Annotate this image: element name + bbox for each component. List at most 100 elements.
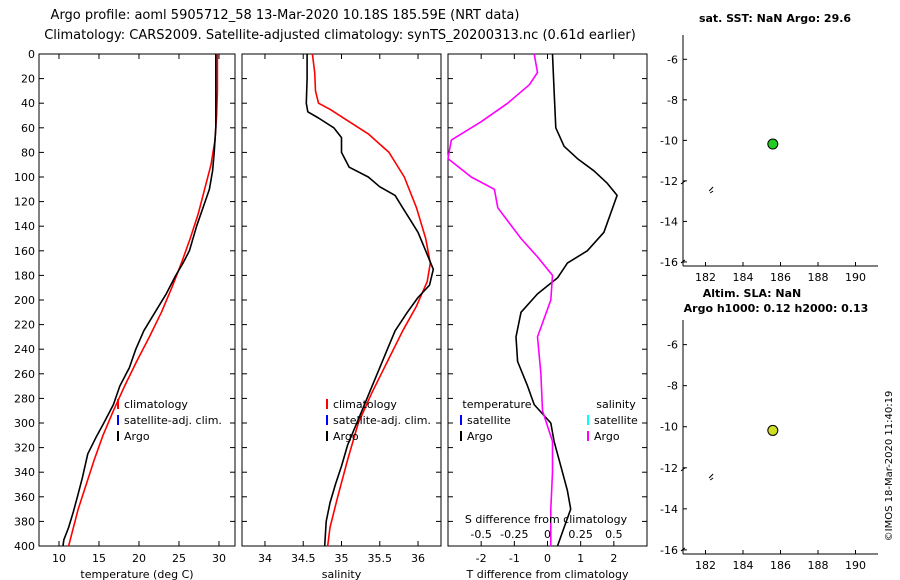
figure-title-line-1: Argo profile: aoml 5905712_58 13-Mar-202…: [51, 8, 520, 23]
map-y-tick-label: -8: [667, 94, 678, 107]
map-y-tick-label: -10: [660, 421, 678, 434]
series-line-argo: [305, 54, 435, 547]
x-axis-label: salinity: [322, 568, 362, 580]
depth-tick-label: 60: [21, 122, 35, 135]
panel-frame: [38, 53, 236, 547]
depth-tick-label: 340: [14, 466, 35, 479]
legend-satellite-label: satellite-adj. clim.: [124, 414, 222, 427]
map-x-tick-label: 182: [695, 271, 716, 284]
legend-climatology-label: climatology: [333, 398, 397, 411]
x-tick-label: 34.5: [291, 552, 316, 565]
x-tick-label: 30: [212, 552, 226, 565]
depth-tick-label: 200: [14, 294, 35, 307]
x-tick-label: 35.5: [368, 552, 393, 565]
depth-tick-label: 300: [14, 417, 35, 430]
map-y-tick-label: -8: [667, 380, 678, 393]
x-tick-label: 2: [610, 552, 617, 565]
secondary-x-tick-label: 0: [544, 528, 551, 541]
map-y-tick-label: -6: [667, 339, 678, 352]
secondary-x-tick-label: 0.5: [605, 528, 623, 541]
secondary-x-tick-label: -0.5: [470, 528, 491, 541]
coast-fragment: [680, 180, 686, 264]
series-line-argo-salinity-difference: [447, 53, 554, 546]
x-tick-label: -2: [476, 552, 487, 565]
depth-tick-label: 0: [28, 48, 35, 61]
depth-tick-label: 260: [14, 368, 35, 381]
secondary-x-axis-label: S difference from climatology: [465, 513, 628, 526]
sst-map-title: sat. SST: NaN Argo: 29.6: [699, 12, 851, 25]
map-x-tick-label: 186: [770, 559, 791, 572]
map-x-tick-label: 188: [808, 271, 829, 284]
map-y-tick-label: -12: [660, 175, 678, 188]
coast-fragment: [680, 467, 686, 552]
series-line-argo: [62, 54, 217, 547]
copyright-text: ©IMOS 18-Mar-2020 11:40:19: [884, 391, 895, 542]
depth-tick-label: 360: [14, 491, 35, 504]
x-tick-label: 0: [544, 552, 551, 565]
legend-satellite-label: satellite-adj. clim.: [333, 414, 431, 427]
sla-map: -6 -8 -10 -12 -14 -16 182 184 186 188 190: [660, 320, 878, 572]
map-x-tick-label: 186: [770, 271, 791, 284]
depth-tick-label: 380: [14, 515, 35, 528]
legend-argo-label: Argo: [124, 430, 150, 443]
legend-t-argo-label: Argo: [467, 430, 493, 443]
legend-climatology-label: climatology: [124, 398, 188, 411]
map-x-tick-label: 184: [733, 559, 754, 572]
series-line-argo-temperature-difference: [515, 53, 618, 547]
profile-panel-3: -2 -1 0 1 2 T difference from climatology temp…: [447, 53, 648, 580]
depth-tick-label: 280: [14, 392, 35, 405]
sla-map-subtitle: Argo h1000: 0.12 h2000: 0.13: [684, 302, 869, 315]
sla-map-title: Altim. SLA: NaN: [703, 287, 802, 300]
depth-tick-label: 140: [14, 220, 35, 233]
series-line-climatology: [67, 54, 219, 547]
x-tick-label: -1: [509, 552, 520, 565]
x-tick-label: 35: [335, 552, 349, 565]
depth-tick-label: 220: [14, 319, 35, 332]
x-tick-label: 36: [411, 552, 425, 565]
legend-t-satellite-label: satellite: [467, 414, 511, 427]
map-y-tick-label: -14: [660, 503, 678, 516]
legend-temperature-header: temperature: [462, 398, 531, 411]
map-x-tick-label: 190: [845, 559, 866, 572]
map-x-tick-label: 190: [845, 271, 866, 284]
depth-tick-label: 80: [21, 146, 35, 159]
x-tick-label: 34: [258, 552, 272, 565]
map-y-tick-label: -16: [660, 544, 678, 557]
map-y-tick-label: -14: [660, 215, 678, 228]
legend-argo-label: Argo: [333, 430, 359, 443]
figure-title-line-2: Climatology: CARS2009. Satellite-adjuste…: [44, 28, 636, 43]
x-axis-label: temperature (deg C): [80, 568, 193, 580]
map-y-tick-label: -16: [660, 256, 678, 269]
argo-location-marker: [767, 424, 779, 436]
x-tick-label: 20: [132, 552, 146, 565]
x-tick-label: 15: [92, 552, 106, 565]
depth-tick-label: 100: [14, 171, 35, 184]
map-y-tick-label: -12: [660, 462, 678, 475]
x-tick-label: 1: [577, 552, 584, 565]
depth-tick-label: 160: [14, 245, 35, 258]
panel-frame: [241, 53, 442, 547]
series-line-climatology: [311, 53, 432, 547]
sst-map: -6 -8 -10 -12 -14 -16 182 184 186 188 190: [660, 35, 878, 284]
legend-s-argo-label: Argo: [594, 430, 620, 443]
island-shape: [708, 473, 714, 481]
map-y-tick-label: -10: [660, 134, 678, 147]
map-x-tick-label: 188: [808, 559, 829, 572]
depth-tick-label: 20: [21, 73, 35, 86]
legend-s-satellite-label: satellite: [594, 414, 638, 427]
plot-area: 0204060801001201401601802002202402602803…: [14, 35, 878, 580]
x-tick-label: 25: [172, 552, 186, 565]
depth-tick-label: 400: [14, 540, 35, 553]
argo-location-marker: [767, 138, 779, 150]
depth-tick-label: 120: [14, 196, 35, 209]
x-tick-label: 10: [52, 552, 66, 565]
legend-salinity-header: salinity: [596, 398, 636, 411]
secondary-x-tick-label: 0.25: [568, 528, 593, 541]
depth-tick-label: 240: [14, 343, 35, 356]
profile-panel-1: 0 20 40 60 80 100 120 140 160 180 200 220 240 260 280 3…: [14, 48, 236, 580]
x-axis-label: T difference from climatology: [466, 568, 629, 580]
depth-tick-label: 40: [21, 97, 35, 110]
secondary-x-tick-label: -0.25: [500, 528, 528, 541]
profile-panel-2: 34 34.5 35 35.5 36 salinity climatology satelli…: [241, 53, 442, 580]
